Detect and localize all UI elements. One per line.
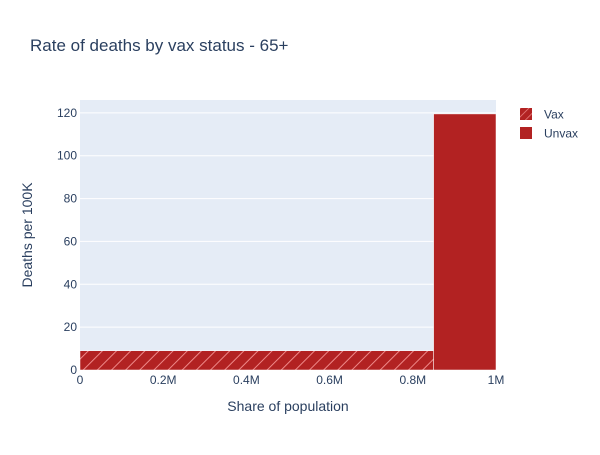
x-axis-ticks: 0 0.2M 0.4M 0.6M 0.8M 1M (77, 373, 505, 387)
bars-group (79, 113, 497, 371)
legend-label-unvax: Unvax (544, 127, 578, 141)
y-tick-label-4: 80 (64, 192, 78, 206)
x-tick-label-3: 0.6M (316, 373, 343, 387)
y-tick-label-1: 20 (64, 320, 78, 334)
bar-unvax[interactable] (433, 113, 497, 371)
plot-area (80, 100, 496, 370)
legend-label-vax: Vax (544, 108, 564, 122)
x-tick-label-5: 1M (488, 373, 505, 387)
x-tick-label-0: 0 (77, 373, 84, 387)
legend[interactable]: Vax Unvax (520, 108, 578, 141)
y-tick-label-6: 120 (57, 106, 77, 120)
legend-item-unvax[interactable]: Unvax (520, 127, 578, 141)
y-tick-label-2: 40 (64, 277, 78, 291)
grid-lines (80, 112, 496, 328)
y-tick-label-0: 0 (70, 363, 77, 377)
legend-item-vax[interactable]: Vax (520, 108, 564, 122)
legend-swatch-unvax (520, 127, 532, 139)
x-tick-label-2: 0.4M (233, 373, 260, 387)
chart-title: Rate of deaths by vax status - 65+ (30, 36, 289, 55)
x-tick-label-4: 0.8M (399, 373, 426, 387)
x-axis-label: Share of population (227, 398, 348, 414)
y-tick-label-3: 60 (64, 234, 78, 248)
y-tick-label-5: 100 (57, 149, 77, 163)
bar-vax[interactable] (79, 350, 434, 371)
y-axis-label: Deaths per 100K (19, 182, 35, 288)
y-axis-ticks: 0 20 40 60 80 100 120 (57, 106, 77, 377)
legend-swatch-vax (520, 108, 532, 120)
x-tick-label-1: 0.2M (150, 373, 177, 387)
